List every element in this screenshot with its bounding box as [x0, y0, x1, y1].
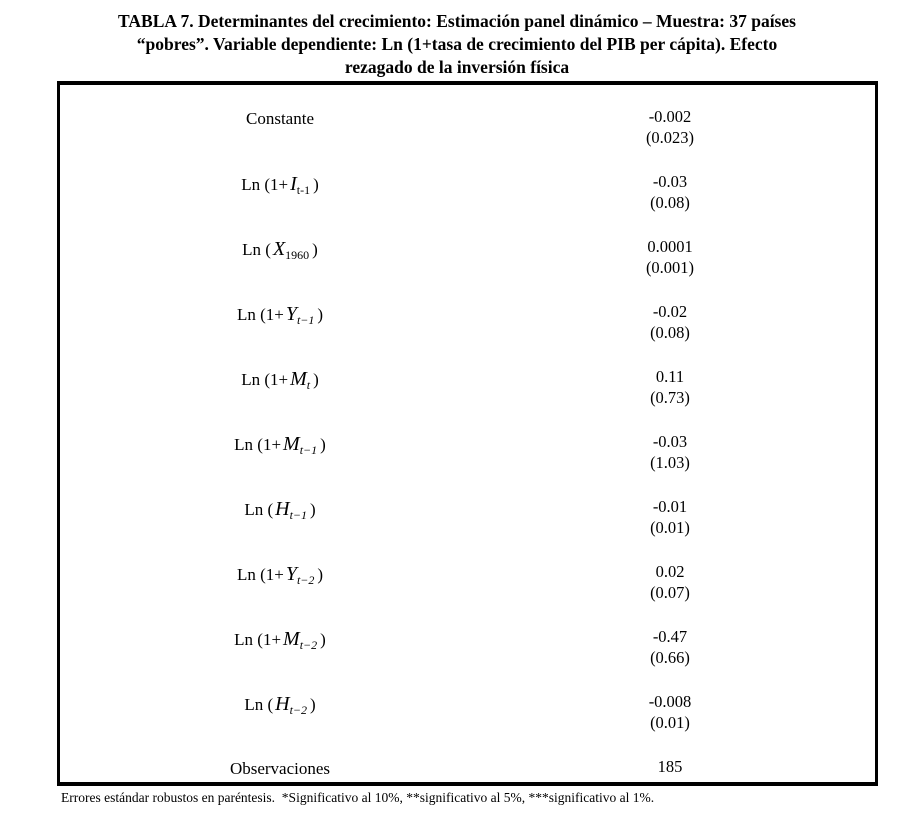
table-row-ln-m-t2: Ln (1+ Mt−2) -0.47 (0.66)	[60, 626, 875, 691]
label-text: Ln (1+	[241, 175, 289, 194]
std-error-value: (0.01)	[650, 518, 690, 537]
observations-value: 185	[657, 757, 683, 776]
table-row-ln-x1960: Ln (X1960) 0.0001 (0.001)	[60, 236, 875, 301]
table-row-ln-m-t: Ln (1+ Mt) 0.11 (0.73)	[60, 366, 875, 431]
title-line-2: “pobres”. Variable dependiente: Ln (1+ta…	[136, 34, 778, 54]
label-close: )	[313, 370, 319, 389]
table-row-observaciones: Observaciones 185	[60, 756, 875, 780]
math-variable: H	[275, 498, 290, 520]
label-text: Ln (	[244, 695, 274, 714]
title-line-1: TABLA 7. Determinantes del crecimiento: …	[118, 11, 796, 31]
coefficient-cell: -0.01 (0.01)	[500, 496, 840, 538]
variable-label: Constante	[60, 106, 500, 130]
label-text: Constante	[246, 109, 314, 128]
math-subscript: t−1	[296, 313, 315, 328]
coefficient-value: -0.02	[652, 302, 688, 321]
math-variable: H	[275, 693, 290, 715]
label-text: Ln (	[244, 500, 274, 519]
title-line-3: rezagado de la inversión física	[344, 57, 570, 77]
math-subscript: 1960	[285, 248, 310, 263]
std-error-value: (0.023)	[645, 128, 695, 147]
math-subscript: t−1	[289, 508, 307, 523]
math-variable: M	[283, 433, 300, 455]
coefficient-value: -0.01	[652, 497, 688, 516]
coefficient-value: 0.02	[655, 562, 685, 581]
label-text: Ln (1+	[236, 565, 284, 584]
math-subscript: t−1	[299, 443, 318, 458]
math-variable: Y	[285, 563, 297, 585]
coefficient-cell: 0.11 (0.73)	[500, 366, 840, 408]
coefficient-value: -0.002	[648, 107, 692, 126]
math-subscript: t	[306, 378, 311, 393]
results-table: Constante -0.002 (0.023) Ln (1+ It-1) -0.…	[57, 81, 878, 786]
table-row-constante: Constante -0.002 (0.023)	[60, 106, 875, 171]
variable-label: Ln (1+ Mt)	[60, 366, 500, 391]
std-error-value: (0.73)	[650, 388, 690, 407]
table-row-ln-i-t1: Ln (1+ It-1) -0.03 (0.08)	[60, 171, 875, 236]
variable-label: Ln (1+ It-1)	[60, 171, 500, 196]
coefficient-cell: -0.002 (0.023)	[500, 106, 840, 148]
math-variable: M	[290, 368, 307, 390]
std-error-value: (0.001)	[645, 258, 695, 277]
math-subscript: t-1	[296, 183, 311, 198]
coefficient-cell: -0.02 (0.08)	[500, 301, 840, 343]
observations-cell: 185	[500, 756, 840, 777]
table-row-ln-h-t1: Ln (Ht−1) -0.01 (0.01)	[60, 496, 875, 561]
math-subscript: t−2	[299, 638, 318, 653]
table-footnote: Errores estándar robustos en paréntesis.…	[61, 790, 655, 805]
std-error-value: (0.01)	[650, 713, 690, 732]
coefficient-value: -0.03	[652, 172, 688, 191]
label-close: )	[317, 305, 324, 324]
std-error-value: (0.66)	[650, 648, 690, 667]
label-close: )	[317, 565, 324, 584]
std-error-value: (0.07)	[650, 583, 690, 602]
table-row-ln-h-t2: Ln (Ht−2) -0.008 (0.01)	[60, 691, 875, 756]
variable-label: Ln (1+ Mt−1)	[60, 431, 500, 456]
label-text: Ln (1+	[234, 435, 282, 454]
label-text: Ln (	[242, 240, 271, 259]
coefficient-cell: -0.03 (0.08)	[500, 171, 840, 213]
math-subscript: t−2	[289, 703, 307, 718]
coefficient-cell: -0.03 (1.03)	[500, 431, 840, 473]
label-text: Ln (1+	[241, 370, 289, 389]
math-variable: I	[290, 173, 297, 195]
coefficient-cell: -0.47 (0.66)	[500, 626, 840, 668]
math-variable: M	[283, 628, 300, 650]
label-close: )	[313, 175, 319, 194]
variable-label: Ln (1+ Yt−2)	[60, 561, 500, 586]
coefficient-value: 0.11	[655, 367, 685, 386]
label-close: )	[310, 695, 316, 714]
coefficient-cell: -0.008 (0.01)	[500, 691, 840, 733]
label-close: )	[320, 630, 326, 649]
label-close: )	[310, 500, 316, 519]
coefficient-value: -0.03	[652, 432, 688, 451]
variable-label: Ln (Ht−2)	[60, 691, 500, 716]
math-subscript: t−2	[296, 573, 315, 588]
label-text: Ln (1+	[236, 305, 284, 324]
coefficient-cell: 0.02 (0.07)	[500, 561, 840, 603]
table-row-ln-y-t2: Ln (1+ Yt−2) 0.02 (0.07)	[60, 561, 875, 626]
variable-label: Observaciones	[60, 756, 500, 780]
variable-label: Ln (1+ Yt−1)	[60, 301, 500, 326]
std-error-value: (0.08)	[650, 193, 690, 212]
std-error-value: (1.03)	[650, 453, 690, 472]
math-variable: X	[272, 238, 286, 260]
label-text: Ln (1+	[234, 630, 282, 649]
table-row-ln-y-t1: Ln (1+ Yt−1) -0.02 (0.08)	[60, 301, 875, 366]
variable-label: Ln (1+ Mt−2)	[60, 626, 500, 651]
math-variable: Y	[285, 303, 297, 325]
coefficient-value: -0.008	[648, 692, 692, 711]
std-error-value: (0.08)	[650, 323, 690, 342]
table-title: TABLA 7. Determinantes del crecimiento: …	[0, 10, 914, 79]
coefficient-cell: 0.0001 (0.001)	[500, 236, 840, 278]
variable-label: Ln (Ht−1)	[60, 496, 500, 521]
variable-label: Ln (X1960)	[60, 236, 500, 261]
coefficient-value: -0.47	[652, 627, 688, 646]
label-close: )	[312, 240, 318, 259]
coefficient-value: 0.0001	[647, 237, 693, 256]
label-text: Observaciones	[229, 759, 331, 778]
table-row-ln-m-t1: Ln (1+ Mt−1) -0.03 (1.03)	[60, 431, 875, 496]
label-close: )	[320, 435, 326, 454]
